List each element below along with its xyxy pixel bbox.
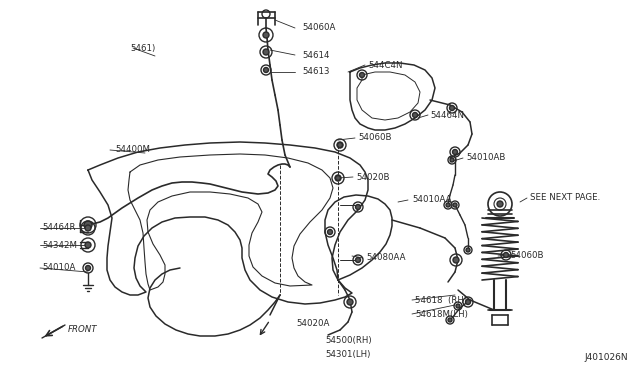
Circle shape [263, 49, 269, 55]
Text: 54010A: 54010A [42, 263, 76, 273]
Circle shape [497, 201, 503, 207]
Circle shape [453, 203, 457, 207]
Circle shape [337, 142, 342, 148]
Text: 54020A: 54020A [296, 318, 330, 327]
Text: 54020B: 54020B [356, 173, 390, 182]
Text: 54614: 54614 [302, 51, 330, 60]
Text: 54301(LH): 54301(LH) [325, 350, 371, 359]
Circle shape [446, 203, 450, 207]
Circle shape [337, 142, 343, 148]
Text: 5461): 5461) [130, 44, 156, 52]
Circle shape [264, 67, 269, 73]
Circle shape [335, 176, 340, 180]
Text: 54060B: 54060B [358, 134, 392, 142]
Circle shape [86, 266, 90, 270]
Text: 54613: 54613 [302, 67, 330, 77]
Circle shape [328, 230, 333, 234]
Text: 54464N: 54464N [430, 110, 464, 119]
Text: 54060B: 54060B [510, 250, 543, 260]
Text: 54060A: 54060A [302, 23, 335, 32]
Text: FRONT: FRONT [68, 326, 97, 334]
Circle shape [263, 32, 269, 38]
Circle shape [335, 175, 341, 181]
Text: 54500(RH): 54500(RH) [325, 336, 372, 344]
Text: 544C4N: 544C4N [368, 61, 403, 70]
Circle shape [452, 150, 458, 154]
Circle shape [449, 106, 454, 110]
Text: 54464R: 54464R [42, 224, 76, 232]
Circle shape [360, 73, 365, 77]
Text: SEE NEXT PAGE.: SEE NEXT PAGE. [530, 193, 600, 202]
Circle shape [465, 299, 470, 305]
Circle shape [355, 205, 360, 209]
Text: 54010AB: 54010AB [466, 154, 506, 163]
Circle shape [85, 225, 91, 231]
Text: 54618  (RH): 54618 (RH) [415, 295, 467, 305]
Circle shape [466, 248, 470, 252]
Text: J401026N: J401026N [584, 353, 628, 362]
Circle shape [347, 299, 353, 305]
Circle shape [413, 112, 417, 118]
Text: 54400M: 54400M [115, 145, 150, 154]
Circle shape [448, 318, 452, 322]
Circle shape [453, 257, 459, 263]
Circle shape [456, 304, 460, 308]
Circle shape [450, 158, 454, 162]
Text: 54618M(LH): 54618M(LH) [415, 310, 468, 318]
Circle shape [355, 257, 360, 263]
Text: 54080AA: 54080AA [366, 253, 406, 263]
Text: 54010AA: 54010AA [412, 196, 451, 205]
Circle shape [85, 242, 91, 248]
Circle shape [504, 253, 509, 257]
Circle shape [84, 221, 92, 229]
Text: 54342M: 54342M [42, 241, 77, 250]
